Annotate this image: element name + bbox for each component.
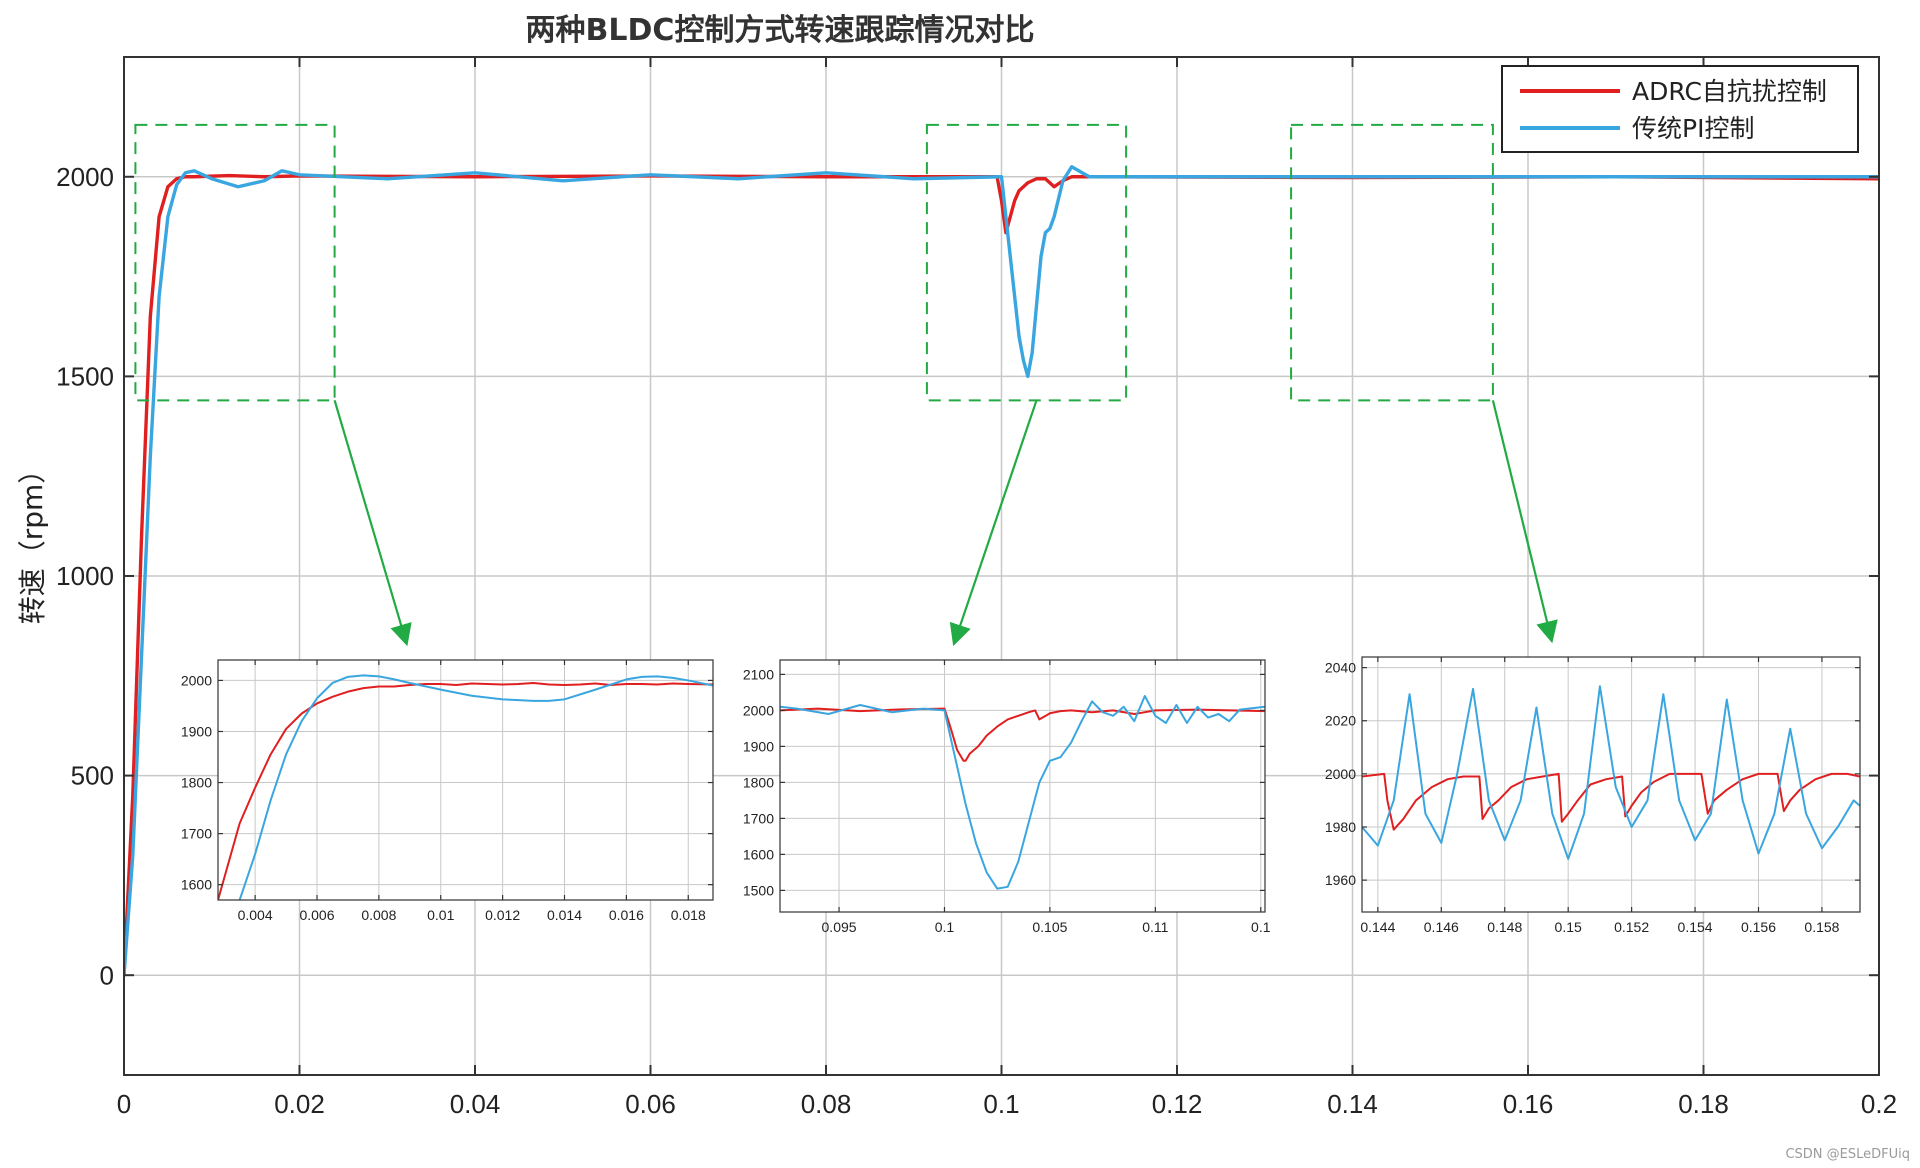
main-x-tick-label: 0.06 bbox=[625, 1089, 676, 1119]
inset3-y-tick-label: 2020 bbox=[1325, 713, 1356, 729]
main-x-tick-label: 0 bbox=[117, 1089, 131, 1119]
inset1-frame bbox=[217, 659, 714, 901]
inset1-y-tick-label: 1800 bbox=[181, 774, 212, 790]
inset1-y-tick-label: 1900 bbox=[181, 723, 212, 739]
inset2-x-tick-label: 0.11 bbox=[1142, 919, 1168, 935]
inset2-y-tick-label: 1700 bbox=[743, 810, 774, 826]
inset2-x-tick-label: 0.1 bbox=[935, 919, 955, 935]
inset3-frame bbox=[1361, 656, 1861, 913]
inset3-y-tick-label: 2040 bbox=[1325, 660, 1356, 676]
inset2-x-tick-label: 0.1 bbox=[1251, 919, 1271, 935]
inset2-x-tick-label: 0.095 bbox=[822, 919, 857, 935]
main-y-tick-label: 0 bbox=[100, 960, 114, 990]
inset2-x-tick-label: 0.105 bbox=[1032, 919, 1067, 935]
inset1-x-tick-label: 0.008 bbox=[361, 907, 396, 923]
inset1-x-tick-label: 0.012 bbox=[485, 907, 520, 923]
main-y-tick-label: 1500 bbox=[56, 361, 114, 391]
inset3-y-tick-label: 1960 bbox=[1325, 872, 1356, 888]
inset2-frame bbox=[779, 659, 1266, 913]
inset3-x-tick-label: 0.144 bbox=[1360, 919, 1395, 935]
inset2-background bbox=[780, 660, 1265, 912]
zoom-region-2 bbox=[925, 123, 1128, 402]
inset2-y-tick-label: 2000 bbox=[743, 702, 774, 718]
inset3-x-tick-label: 0.154 bbox=[1678, 919, 1713, 935]
main-series-pi-line bbox=[124, 165, 1879, 977]
zoom-region-1 bbox=[134, 123, 336, 402]
zoom-arrow-1 bbox=[333, 400, 412, 647]
inset1-x-tick-label: 0.014 bbox=[547, 907, 582, 923]
main-x-tick-label: 0.16 bbox=[1503, 1089, 1554, 1119]
inset2-y-tick-label: 2100 bbox=[743, 666, 774, 682]
inset1-series-pi-line bbox=[238, 674, 713, 900]
inset2-y-tick-label: 1600 bbox=[743, 846, 774, 862]
inset1-y-tick-label: 1600 bbox=[181, 877, 212, 893]
main-x-tick-label: 0.12 bbox=[1152, 1089, 1203, 1119]
inset3-background bbox=[1362, 657, 1860, 912]
inset3-x-tick-label: 0.148 bbox=[1487, 919, 1522, 935]
main-y-tick-label: 1000 bbox=[56, 561, 114, 591]
main-x-tick-label: 0.04 bbox=[450, 1089, 501, 1119]
main-x-tick-label: 0.08 bbox=[801, 1089, 852, 1119]
zoom-highlights bbox=[134, 123, 1558, 647]
inset3-series-pi-line bbox=[1362, 685, 1860, 860]
main-y-tick-label: 2000 bbox=[56, 162, 114, 192]
main-axes: 0 0.02 0.04 0.06 0.08 0.1 0.12 0.14 0.16 0.18 0.2 0… bbox=[56, 56, 1897, 1119]
main-plot: 0 0.02 0.04 0.06 0.08 0.1 0.12 0.14 0.16 0.18 0.2 0… bbox=[56, 56, 1897, 1119]
inset1-x-tick-label: 0.016 bbox=[609, 907, 644, 923]
inset1-y-tick-label: 1700 bbox=[181, 826, 212, 842]
main-x-tick-label: 0.02 bbox=[274, 1089, 325, 1119]
inset1-x-tick-label: 0.004 bbox=[238, 907, 273, 923]
inset3-x-tick-label: 0.156 bbox=[1741, 919, 1776, 935]
legend-label-pi: 传统PI控制 bbox=[1632, 114, 1754, 143]
inset3-x-tick-label: 0.152 bbox=[1614, 919, 1649, 935]
inset1-x-tick-label: 0.01 bbox=[427, 907, 454, 923]
inset2-series-pi-line bbox=[780, 695, 1265, 890]
inset-plots: 0.004 0.006 0.008 0.01 0.012 0.014 0.016 0.018 1… bbox=[181, 656, 1861, 935]
chart-title: 两种BLDC控制方式转速跟踪情况对比 bbox=[526, 13, 1035, 48]
inset2-y-tick-label: 1900 bbox=[743, 738, 774, 754]
main-x-tick-label: 0.14 bbox=[1327, 1089, 1378, 1119]
inset3-y-tick-label: 1980 bbox=[1325, 819, 1356, 835]
inset3-x-tick-label: 0.15 bbox=[1555, 919, 1582, 935]
legend: ADRC自抗扰控制 传统PI控制 bbox=[1501, 65, 1859, 153]
inset3-series-adrc-line bbox=[1362, 772, 1860, 831]
y-axis-label: 转速（rpm） bbox=[16, 456, 49, 625]
main-y-tick-label: 500 bbox=[71, 761, 114, 791]
inset2-axes: 0.095 0.1 0.105 0.11 0.1 1500 1600 1700 1800 1900… bbox=[743, 659, 1271, 935]
inset1-axes: 0.004 0.006 0.008 0.01 0.012 0.014 0.016 0.018 1… bbox=[181, 659, 714, 923]
inset3-y-tick-label: 2000 bbox=[1325, 766, 1356, 782]
inset3-x-tick-label: 0.146 bbox=[1424, 919, 1459, 935]
zoom-region-3 bbox=[1290, 123, 1494, 402]
inset3-axes: 0.144 0.146 0.148 0.15 0.152 0.154 0.156 0.158 1… bbox=[1325, 656, 1861, 935]
main-x-tick-label: 0.18 bbox=[1678, 1089, 1729, 1119]
inset1-background bbox=[218, 660, 713, 900]
inset2-y-tick-label: 1500 bbox=[743, 882, 774, 898]
inset1-y-tick-label: 2000 bbox=[181, 672, 212, 688]
zoom-arrow-3 bbox=[1491, 400, 1558, 644]
inset3-x-tick-label: 0.158 bbox=[1804, 919, 1839, 935]
legend-box bbox=[1501, 65, 1859, 153]
inset1-series-adrc-line bbox=[218, 681, 713, 900]
main-x-tick-label: 0.1 bbox=[983, 1089, 1019, 1119]
zoom-arrow-2 bbox=[949, 399, 1038, 647]
watermark: CSDN @ESLeDFUiq bbox=[1785, 1147, 1910, 1162]
main-x-tick-label: 0.2 bbox=[1861, 1089, 1897, 1119]
legend-label-adrc: ADRC自抗扰控制 bbox=[1632, 77, 1827, 106]
inset1-x-tick-label: 0.018 bbox=[671, 907, 706, 923]
inset2-y-tick-label: 1800 bbox=[743, 774, 774, 790]
inset1-x-tick-label: 0.006 bbox=[299, 907, 334, 923]
